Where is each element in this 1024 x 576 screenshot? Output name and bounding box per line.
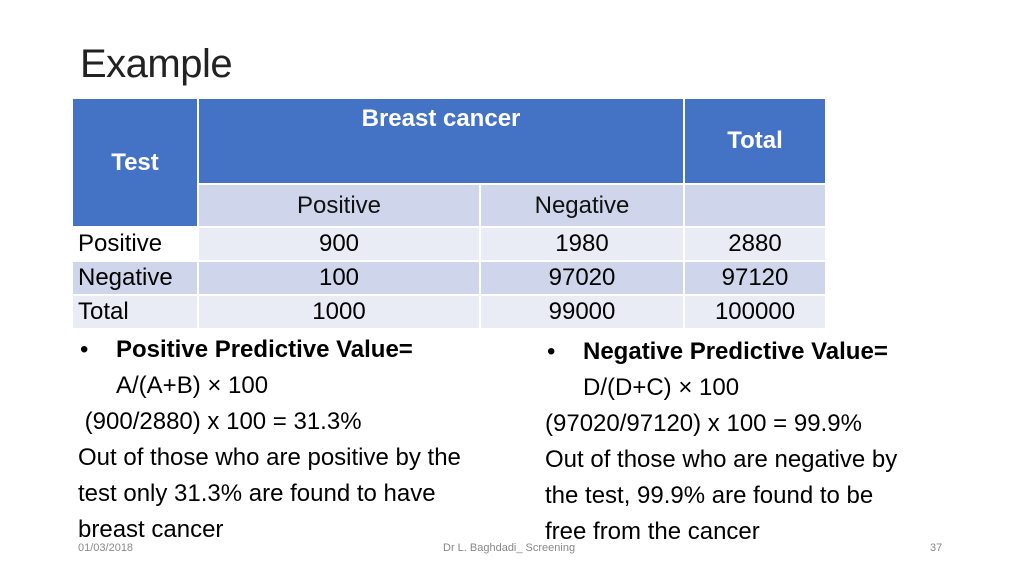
cell-negative: 99000 <box>479 294 685 330</box>
ppv-section: • Positive Predictive Value= A/(A+B) × 1… <box>78 332 528 548</box>
bullet-icon: • <box>80 336 89 363</box>
footer-date: 01/03/2018 <box>78 542 134 554</box>
npv-text-line: free from the cancer <box>545 518 760 545</box>
npv-formula: D/(D+C) × 100 <box>583 374 740 401</box>
row-label: Negative <box>71 260 199 296</box>
ppv-text-line: breast cancer <box>78 516 224 543</box>
ppv-calculation: (900/2880) x 100 = 31.3% <box>78 408 362 435</box>
npv-calculation: (97020/97120) x 100 = 99.9% <box>545 410 862 437</box>
header-test: Test <box>71 97 199 228</box>
cell-total: 97120 <box>683 260 827 296</box>
subheader-negative: Negative <box>479 183 685 228</box>
data-table: Test Breast cancer Total Positive Negati… <box>71 97 827 330</box>
cell-positive: 1000 <box>197 294 481 330</box>
row-label: Total <box>71 294 199 330</box>
cell-positive: 900 <box>197 226 481 262</box>
ppv-heading: • Positive Predictive Value= <box>78 332 528 368</box>
npv-heading-text: Negative Predictive Value= <box>583 338 888 365</box>
table-row: Negative 100 97020 97120 <box>71 260 827 296</box>
bullet-icon: • <box>547 338 556 365</box>
subheader-total <box>683 183 827 228</box>
npv-heading: • Negative Predictive Value= <box>545 334 985 370</box>
header-total: Total <box>683 97 827 185</box>
row-label: Positive <box>71 226 199 262</box>
table-row: Positive 900 1980 2880 <box>71 226 827 262</box>
footer-page-number: 37 <box>930 542 943 554</box>
npv-text-line: the test, 99.9% are found to be <box>545 482 874 509</box>
cell-negative: 97020 <box>479 260 685 296</box>
cell-negative: 1980 <box>479 226 685 262</box>
table-row: Total 1000 99000 100000 <box>71 294 827 330</box>
npv-section: • Negative Predictive Value= D/(D+C) × 1… <box>545 334 985 550</box>
cell-positive: 100 <box>197 260 481 296</box>
npv-text-line: Out of those who are negative by <box>545 446 898 473</box>
cell-total: 100000 <box>683 294 827 330</box>
page-title: Example <box>80 42 233 86</box>
footer-author: Dr L. Baghdadi_ Screening <box>443 542 576 554</box>
subheader-positive: Positive <box>197 183 481 228</box>
ppv-text-line: test only 31.3% are found to have <box>78 480 436 507</box>
ppv-heading-text: Positive Predictive Value= <box>116 336 413 363</box>
header-breast-cancer: Breast cancer <box>197 97 685 185</box>
cell-total: 2880 <box>683 226 827 262</box>
ppv-formula: A/(A+B) × 100 <box>116 372 269 399</box>
ppv-text-line: Out of those who are positive by the <box>78 444 461 471</box>
